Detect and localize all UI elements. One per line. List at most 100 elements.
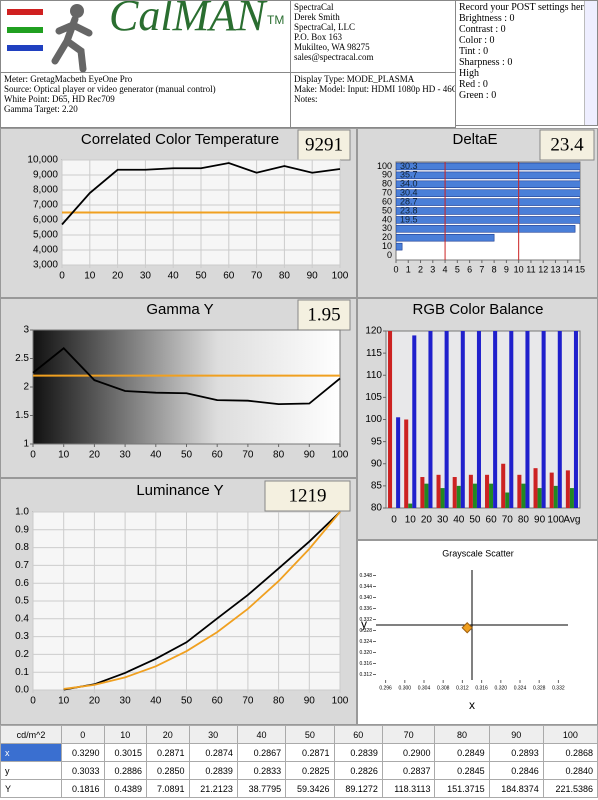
- x-tick-label: 50: [181, 450, 193, 461]
- bar: [396, 216, 580, 224]
- record-line: Contrast : 0: [459, 24, 506, 35]
- cell: 0.2840: [542, 761, 598, 780]
- data-label: 28.7: [400, 196, 418, 206]
- cell: 0.2845: [434, 761, 490, 780]
- x-tick-label: 70: [242, 450, 254, 461]
- trademark: TM: [267, 13, 285, 27]
- chart-title: Gamma Y: [146, 301, 213, 318]
- y-tick-label: 115: [366, 348, 382, 359]
- bar: [476, 331, 481, 508]
- y-tick-label: 0.340: [359, 595, 372, 601]
- x-tick-label: 60: [212, 696, 224, 707]
- x-tick-label: 80: [518, 515, 530, 526]
- value-box: [297, 129, 351, 161]
- record-line: Record your POST settings here:: [459, 2, 592, 13]
- x-tick-label: 30: [140, 271, 152, 282]
- runner-icon: [51, 4, 93, 72]
- bar: [396, 207, 580, 215]
- cell: 0.2825: [285, 761, 335, 780]
- bar: [549, 472, 554, 508]
- big-value: 9291: [305, 134, 343, 155]
- x-tick-label: 20: [421, 515, 433, 526]
- display-line: Make: Model: Input: HDMI 1080p HD - 46G2…: [294, 84, 455, 94]
- bar: [468, 474, 473, 508]
- x-tick-label: 2: [418, 264, 423, 274]
- y-tick-label: 3,000: [33, 260, 58, 271]
- y-tick-label: 0: [387, 250, 392, 260]
- header-cell: 20: [146, 725, 190, 744]
- meter-line: Source: Optical player or video generato…: [4, 84, 216, 94]
- header-cell: 70: [381, 725, 436, 744]
- row-label: Y: [0, 779, 62, 798]
- x-tick-label: 0.332: [552, 685, 565, 691]
- bar: [517, 474, 522, 508]
- logo-box: CalMAN TM: [0, 0, 291, 73]
- x-tick-label: 7: [479, 264, 484, 274]
- x-tick-label: 13: [550, 264, 560, 274]
- cell: 0.3290: [61, 743, 105, 762]
- x-tick-label: 14: [563, 264, 573, 274]
- record-line: High: [459, 68, 479, 79]
- bar: [396, 198, 580, 206]
- data-label: 30.3: [400, 161, 418, 171]
- logo-text: CalMAN: [109, 0, 266, 40]
- display-box: Display Type: MODE_PLASMA Make: Model: In…: [290, 72, 456, 128]
- big-value: 23.4: [550, 134, 584, 155]
- y-tick-label: 0.320: [359, 650, 372, 656]
- charts: Correlated Color Temperature 9291 3,000 4,0…: [0, 128, 598, 725]
- x-tick-label: 40: [150, 696, 162, 707]
- company-box: SpectraCal Derek Smith SpectraCal, LLC P.O.…: [290, 0, 456, 73]
- y-tick-label: 5,000: [33, 230, 58, 241]
- x-tick-label: 0.304: [418, 685, 431, 691]
- row-label: y: [0, 761, 62, 780]
- header-cell: 100: [542, 725, 598, 744]
- y-tick-label: 105: [365, 392, 382, 403]
- x-tick-label: 90: [307, 271, 319, 282]
- x-tick-label: 0.308: [437, 685, 450, 691]
- header-cell: 50: [285, 725, 335, 744]
- bar: [541, 331, 546, 508]
- x-tick-label: 0: [59, 271, 65, 282]
- chart-title: Correlated Color Temperature: [81, 131, 279, 148]
- y-tick-label: 70: [382, 188, 392, 198]
- data-label: 23.8: [400, 205, 418, 215]
- chart-title: Luminance Y: [136, 482, 223, 499]
- y-tick-label: 0.2: [15, 649, 29, 660]
- x-tick-label: 90: [304, 450, 316, 461]
- x-tick-label: 0.316: [475, 685, 488, 691]
- bar: [396, 242, 403, 251]
- y-tick-label: 10: [382, 241, 392, 251]
- y-tick-label: 6,000: [33, 215, 58, 226]
- x-tick-label: 10: [58, 696, 70, 707]
- y-tick-label: 2: [23, 382, 29, 393]
- point: [461, 622, 473, 634]
- x-tick-label: 0.324: [514, 685, 527, 691]
- x-tick-label: 3: [430, 264, 435, 274]
- x-tick-label: 20: [112, 271, 124, 282]
- meter-box: Meter: GretagMacbeth EyeOne Pro Source: O…: [0, 72, 291, 128]
- x-tick-label: 100: [332, 696, 349, 707]
- bar: [521, 483, 526, 508]
- bar: [573, 331, 578, 508]
- y-tick-label: 0.8: [15, 542, 29, 553]
- data-table: cd/m^2 0 10 20 30 40 50 60 70 80 90 100 x 0.3290 0.301…: [0, 725, 598, 798]
- x-tick-label: 30: [120, 696, 132, 707]
- x-tick-label: 50: [181, 696, 193, 707]
- bar: [452, 477, 457, 508]
- header-cell: 80: [434, 725, 490, 744]
- x-tick-label: 11: [526, 264, 535, 274]
- plot-area: [32, 329, 341, 445]
- bar: [396, 180, 580, 189]
- x-tick-label: 90: [534, 515, 546, 526]
- header-cell: 90: [488, 725, 544, 744]
- bar: [565, 470, 570, 508]
- scrollbar[interactable]: [584, 1, 597, 125]
- x-tick-label: 9: [504, 264, 509, 274]
- cell: 0.2893: [488, 743, 544, 762]
- company-line: Derek Smith: [294, 12, 340, 22]
- bar: [501, 463, 506, 508]
- cell: 151.3715: [434, 779, 490, 798]
- bar: [436, 474, 441, 508]
- x-tick-label: 100: [332, 450, 349, 461]
